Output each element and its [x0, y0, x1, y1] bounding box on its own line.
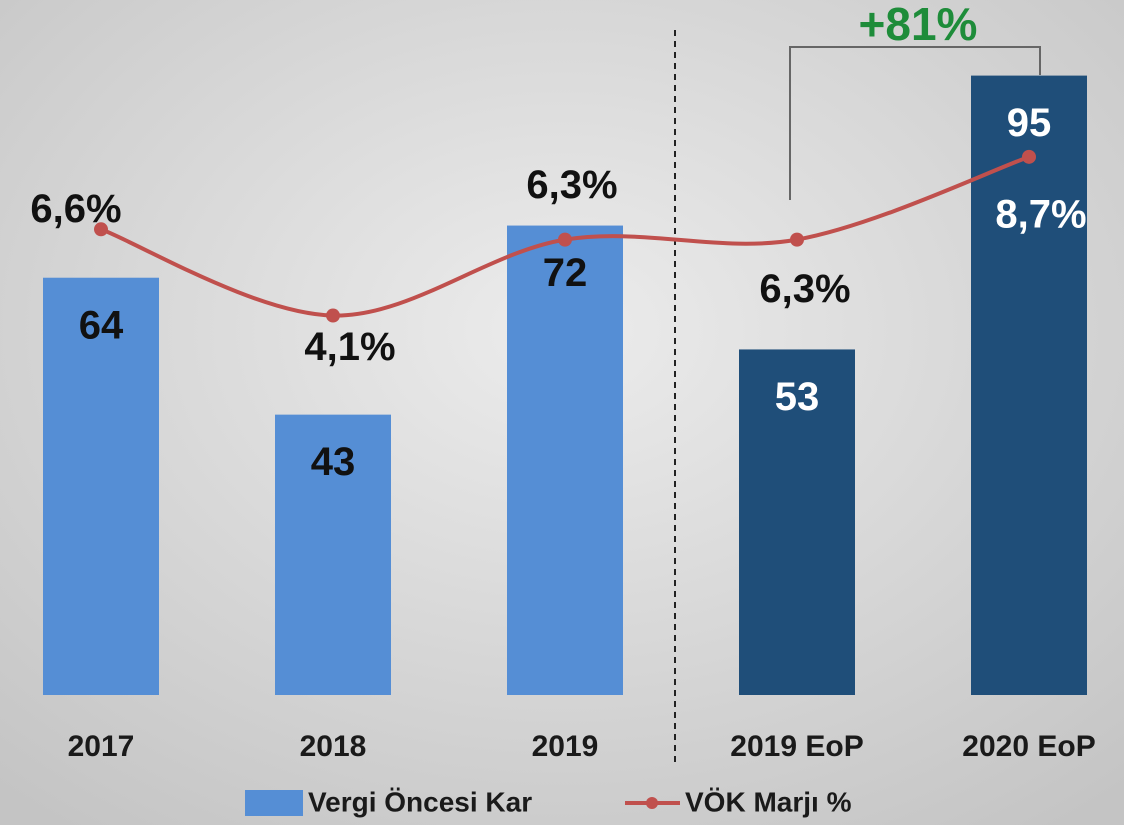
line-value-label: 4,1% [304, 325, 395, 369]
bar-value-label: 53 [775, 375, 820, 419]
x-tick-label: 2020 EoP [962, 730, 1095, 763]
bar-value-label: 72 [543, 251, 588, 295]
bar [739, 349, 855, 695]
bar-value-label: 43 [311, 440, 356, 484]
legend-swatch [245, 790, 303, 816]
line-value-label: 6,3% [526, 163, 617, 207]
legend-label: VÖK Marjı % [685, 786, 852, 817]
x-tick-label: 2018 [300, 730, 367, 763]
x-tick-label: 2019 EoP [730, 730, 863, 763]
bracket [789, 46, 1041, 200]
legend-marker [646, 797, 658, 809]
line-marker [558, 232, 572, 247]
bar-value-label: 95 [1007, 101, 1052, 145]
line-marker [326, 308, 340, 323]
bar-value-label: 64 [79, 303, 124, 347]
x-tick-label: 2017 [68, 730, 135, 763]
bar [971, 75, 1087, 696]
bar [507, 225, 623, 695]
x-tick-label: 2019 [532, 730, 599, 763]
line-value-label: 6,6% [30, 187, 121, 231]
bar [43, 277, 159, 695]
legend-label: Vergi Öncesi Kar [308, 786, 532, 817]
line-marker [790, 232, 804, 247]
line-value-label: 6,3% [759, 267, 850, 311]
growth-annotation: +81% [859, 0, 978, 50]
line-value-label: 8,7% [995, 192, 1086, 236]
marks: 64 43 72 53 95 6,6% 4,1% 6,3% 6,3% 8,7% 2017 2018 20… [30, 75, 1096, 763]
line-marker [94, 222, 108, 237]
bar [275, 414, 391, 695]
line-marker [1022, 149, 1036, 164]
